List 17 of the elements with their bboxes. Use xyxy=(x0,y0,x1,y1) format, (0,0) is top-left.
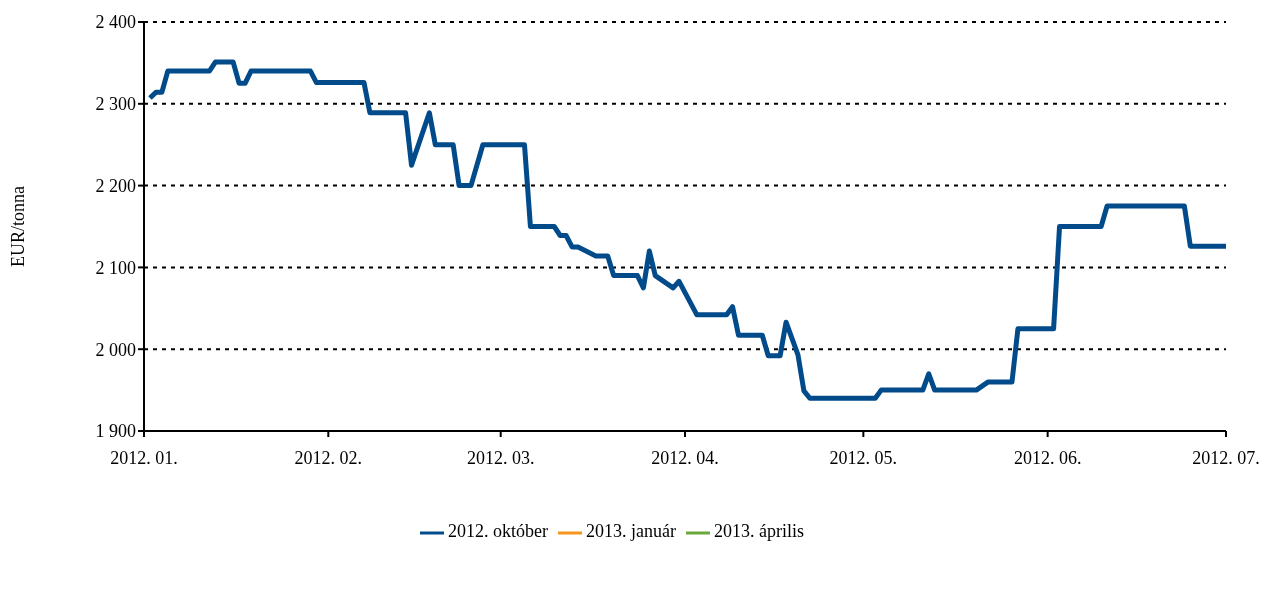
y-tick-label: 2 300 xyxy=(95,94,136,115)
y-axis-title: EUR/tonna xyxy=(8,186,29,267)
y-tick-label: 2 400 xyxy=(95,12,136,33)
y-tick-label: 2 000 xyxy=(95,339,136,360)
y-tick-label: 2 200 xyxy=(95,175,136,196)
x-tick-label: 2012. 02. xyxy=(294,447,363,468)
x-tick-label: 2012. 01. xyxy=(110,447,178,468)
y-tick-label: 1 900 xyxy=(95,421,136,442)
x-tick-label: 2012. 05. xyxy=(829,447,898,468)
legend-label: 2013. április xyxy=(713,521,804,542)
legend-label: 2013. január xyxy=(586,521,676,542)
x-tick-label: 2012. 06. xyxy=(1013,447,1082,468)
x-tick-label: 2012. 03. xyxy=(466,447,535,468)
legend-label: 2012. október xyxy=(448,521,548,542)
x-tick-label: 2012. 07. xyxy=(1192,447,1260,468)
y-tick-label: 2 100 xyxy=(95,257,136,278)
x-tick-label: 2012. 04. xyxy=(651,447,719,468)
